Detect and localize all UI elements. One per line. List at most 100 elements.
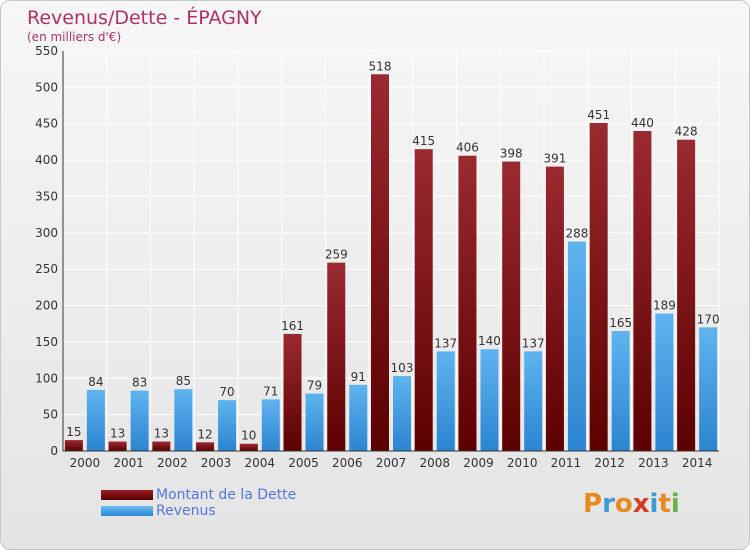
y-tick-label: 300	[35, 226, 58, 240]
bar-revenus	[567, 241, 586, 451]
bar-debt	[502, 161, 521, 451]
data-label-debt: 415	[412, 134, 435, 148]
bar-debt	[633, 131, 652, 451]
data-label-revenus: 189	[653, 299, 676, 313]
bar-revenus	[611, 331, 630, 451]
logo-letter: i	[649, 489, 659, 519]
data-label-revenus: 79	[307, 379, 322, 393]
logo-letter: r	[602, 489, 615, 519]
bar-debt	[677, 139, 696, 451]
y-tick-label: 50	[43, 408, 58, 422]
bar-revenus	[655, 313, 674, 451]
data-label-debt: 398	[500, 147, 523, 161]
bar-revenus	[480, 349, 499, 451]
bar-debt	[64, 440, 83, 451]
legend-swatch-revenus	[101, 506, 153, 516]
bar-debt	[458, 155, 477, 451]
x-tick-label: 2002	[157, 456, 188, 470]
data-label-debt: 406	[456, 141, 479, 155]
y-tick-label: 0	[50, 444, 58, 458]
data-label-revenus: 165	[609, 316, 632, 330]
x-tick-label: 2007	[376, 456, 407, 470]
data-label-revenus: 85	[176, 374, 191, 388]
bar-revenus	[218, 400, 237, 451]
x-tick-label: 2013	[638, 456, 669, 470]
x-tick-label: 2001	[113, 456, 144, 470]
bar-debt	[108, 441, 127, 451]
data-label-debt: 12	[197, 427, 212, 441]
y-tick-label: 350	[35, 189, 58, 203]
logo-letter: i	[670, 489, 680, 519]
x-tick-label: 2010	[507, 456, 538, 470]
x-tick-label: 2003	[201, 456, 232, 470]
data-label-revenus: 140	[478, 334, 501, 348]
bar-debt	[371, 74, 389, 451]
data-label-debt: 518	[369, 59, 392, 73]
data-label-revenus: 83	[132, 376, 147, 390]
data-label-debt: 161	[281, 319, 304, 333]
legend-swatch-debt	[101, 490, 153, 500]
data-label-debt: 428	[675, 125, 698, 139]
data-label-revenus: 103	[391, 361, 414, 375]
bar-debt	[196, 442, 215, 451]
x-tick-label: 2004	[245, 456, 276, 470]
x-tick-label: 2008	[419, 456, 450, 470]
data-label-revenus: 288	[565, 227, 588, 241]
data-label-debt: 15	[66, 425, 81, 439]
data-label-debt: 391	[543, 152, 566, 166]
y-tick-label: 200	[35, 299, 58, 313]
data-label-revenus: 84	[88, 375, 103, 389]
proxiti-logo: Proxiti	[583, 489, 680, 519]
data-label-revenus: 71	[263, 384, 278, 398]
data-label-revenus: 70	[219, 385, 234, 399]
logo-letter: o	[614, 489, 633, 519]
x-tick-label: 2012	[594, 456, 625, 470]
bar-revenus	[305, 393, 324, 451]
data-label-revenus: 137	[434, 336, 457, 350]
y-tick-label: 550	[35, 44, 58, 58]
chart-title: Revenus/Dette - ÉPAGNY	[27, 7, 262, 29]
bar-revenus	[130, 390, 149, 451]
bar-debt	[239, 443, 258, 451]
y-tick-label: 100	[35, 371, 58, 385]
bar-revenus	[393, 376, 411, 451]
y-tick-label: 500	[35, 80, 58, 94]
y-tick-label: 450	[35, 117, 58, 131]
bar-revenus	[349, 384, 368, 451]
bar-revenus	[699, 327, 718, 451]
y-tick-label: 150	[35, 335, 58, 349]
logo-letter: P	[583, 489, 603, 519]
x-tick-label: 2011	[551, 456, 582, 470]
y-tick-label: 400	[35, 153, 58, 167]
data-label-debt: 13	[154, 427, 169, 441]
logo-letter: x	[632, 489, 650, 519]
x-tick-label: 2014	[682, 456, 713, 470]
bar-debt	[545, 166, 564, 452]
x-tick-label: 2006	[332, 456, 363, 470]
bar-revenus	[524, 351, 543, 451]
data-label-debt: 440	[631, 116, 654, 130]
data-label-debt: 10	[241, 429, 256, 443]
x-tick-label: 2009	[463, 456, 494, 470]
data-label-revenus: 91	[351, 370, 366, 384]
bar-debt	[327, 262, 346, 451]
bar-revenus	[174, 389, 193, 451]
bar-debt	[414, 149, 433, 451]
bar-revenus	[436, 351, 455, 451]
data-label-debt: 451	[587, 108, 610, 122]
legend-label-debt: Montant de la Dette	[156, 487, 297, 503]
bar-debt	[152, 441, 171, 451]
x-tick-label: 2005	[288, 456, 319, 470]
chart-subtitle: (en milliers d'€)	[27, 30, 122, 44]
bar-debt	[589, 123, 608, 451]
data-label-revenus: 170	[697, 312, 720, 326]
data-label-debt: 259	[325, 248, 348, 262]
data-label-debt: 13	[110, 427, 125, 441]
legend-label-revenus: Revenus	[156, 503, 216, 519]
y-tick-label: 250	[35, 262, 58, 276]
x-tick-label: 2000	[70, 456, 101, 470]
bar-revenus	[86, 389, 105, 451]
bar-debt	[283, 333, 302, 451]
